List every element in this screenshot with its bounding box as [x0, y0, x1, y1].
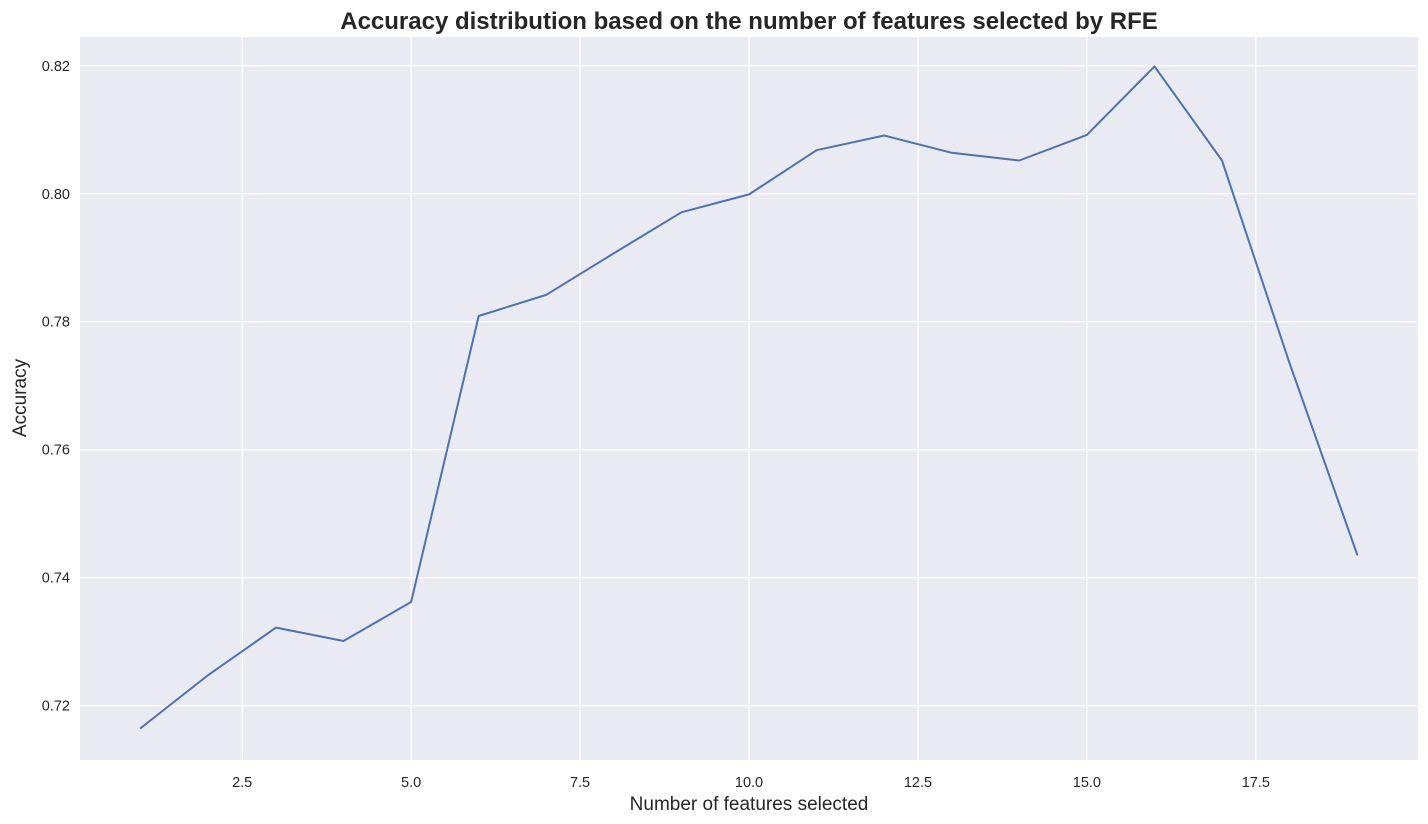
x-tick-label: 5.0: [401, 775, 421, 791]
y-tick-label: 0.76: [42, 443, 70, 459]
chart-title: Accuracy distribution based on the numbe…: [340, 8, 1158, 35]
y-tick-label: 0.74: [42, 571, 70, 587]
y-tick-label: 0.80: [42, 187, 70, 203]
x-tick-label: 10.0: [735, 775, 763, 791]
y-tick-label: 0.82: [42, 59, 70, 75]
y-tick-label: 0.78: [42, 315, 70, 331]
y-tick-label: 0.72: [42, 699, 70, 715]
x-tick-label: 17.5: [1242, 775, 1270, 791]
y-tick-labels: 0.72 0.74 0.76 0.78 0.80 0.82: [42, 59, 70, 715]
series-layer: [139, 65, 1359, 729]
x-tick-labels: 2.5 5.0 7.5 10.0 12.5 15.0 17.5: [232, 775, 1270, 791]
x-tick-label: 12.5: [904, 775, 932, 791]
x-axis-label: Number of features selected: [630, 794, 869, 815]
accuracy-line: [139, 65, 1359, 729]
gridlines: [80, 37, 1418, 760]
x-tick-label: 15.0: [1073, 775, 1101, 791]
x-tick-label: 2.5: [232, 775, 252, 791]
y-axis-label: Accuracy: [10, 358, 31, 437]
x-tick-label: 7.5: [570, 775, 590, 791]
